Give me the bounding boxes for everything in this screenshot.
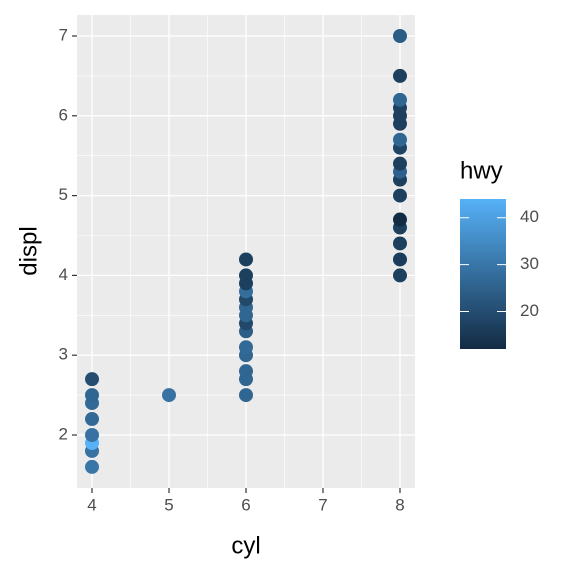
point <box>392 132 407 147</box>
point <box>392 92 407 107</box>
point <box>85 372 100 387</box>
y-tick-label: 7 <box>59 25 68 44</box>
legend-title: hwy <box>460 157 503 184</box>
point <box>392 268 407 283</box>
y-tick-label: 5 <box>59 185 68 204</box>
point <box>392 236 407 251</box>
point <box>162 388 177 403</box>
x-tick-label: 8 <box>395 495 404 514</box>
points <box>85 28 407 474</box>
x-axis-title: cyl <box>231 532 260 559</box>
x-tick-label: 5 <box>164 495 173 514</box>
point <box>392 212 407 227</box>
y-tick-label: 3 <box>59 345 68 364</box>
point <box>392 252 407 267</box>
legend-tick-label: 30 <box>520 254 539 273</box>
y-tick-label: 4 <box>59 265 68 284</box>
legend: 20 30 40 <box>460 207 539 320</box>
y-axis-title: displ <box>15 226 42 275</box>
legend-tick-label: 40 <box>520 207 539 226</box>
point <box>239 340 253 355</box>
x-tick-label: 6 <box>241 495 250 514</box>
point <box>392 188 407 203</box>
x-tick-label: 4 <box>87 495 96 514</box>
legend-tick-label: 20 <box>520 301 539 320</box>
point <box>85 388 100 403</box>
x-tick-label: 7 <box>318 495 327 514</box>
point <box>85 459 100 474</box>
point <box>239 268 253 283</box>
point <box>392 68 407 83</box>
point <box>392 156 407 171</box>
axes: 4 5 6 7 8 2 3 4 5 6 7 <box>59 25 405 514</box>
point <box>239 388 253 403</box>
point <box>392 28 407 43</box>
y-tick-label: 2 <box>59 424 68 443</box>
colorbar <box>460 199 506 349</box>
y-tick-label: 6 <box>59 105 68 124</box>
point <box>239 364 253 379</box>
point <box>85 428 100 443</box>
point <box>85 412 100 427</box>
point <box>239 252 253 267</box>
